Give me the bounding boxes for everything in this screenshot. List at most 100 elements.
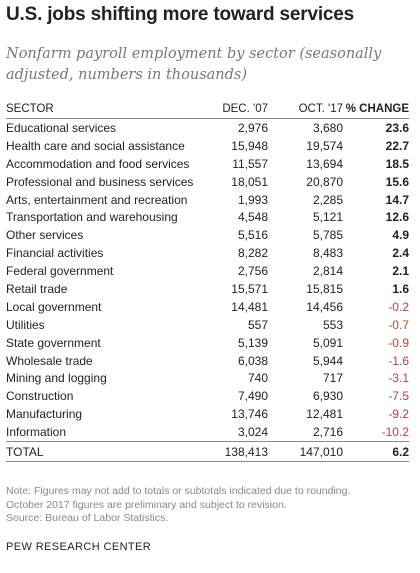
oct17-cell: 5,944 — [312, 353, 343, 368]
change-cell: 15.6 — [385, 174, 409, 189]
sector-cell: Federal government — [6, 264, 114, 279]
oct17-cell: 717 — [322, 371, 343, 386]
table-row: Federal government 2,756 2,814 2.1 — [6, 262, 409, 280]
oct17-cell: 12,481 — [306, 407, 343, 422]
dec07-cell: 6,038 — [237, 353, 268, 368]
dec07-cell: 2,756 — [237, 264, 268, 279]
oct17-cell: 2,285 — [312, 192, 343, 207]
change-cell: 2.1 — [392, 264, 409, 279]
sector-cell: Accommodation and food services — [6, 156, 190, 171]
sector-cell: Other services — [6, 228, 84, 243]
sector-cell: Educational services — [6, 120, 117, 135]
sector-cell: Arts, entertainment and recreation — [6, 192, 188, 207]
table-row: Wholesale trade 6,038 5,944 -1.6 — [6, 352, 409, 370]
chart-subtitle: Nonfarm payroll employment by sector (se… — [6, 46, 382, 83]
oct17-cell: 19,574 — [306, 138, 343, 153]
total-oct17-cell: 147,010 — [268, 441, 343, 463]
sector-cell: Manufacturing — [6, 407, 83, 422]
data-table: SECTOR DEC. '07 OCT. '17 % CHANGE Educat… — [6, 99, 409, 463]
table-row: Mining and logging 740 717 -3.1 — [6, 369, 409, 387]
sector-cell: Mining and logging — [6, 371, 107, 386]
total-change-cell: 6.2 — [343, 441, 409, 463]
change-cell: 4.9 — [392, 228, 409, 243]
dec07-cell: 5,139 — [237, 335, 268, 350]
table-row: Arts, entertainment and recreation 1,993 2… — [6, 191, 409, 209]
oct17-cell: 14,456 — [306, 299, 343, 314]
table-row: Construction 7,490 6,930 -7.5 — [6, 387, 409, 405]
sector-cell: Financial activities — [6, 246, 104, 261]
change-cell: 18.5 — [385, 156, 409, 171]
sector-cell: Retail trade — [6, 281, 68, 296]
dec07-cell: 14,481 — [231, 299, 268, 314]
dec07-cell: 2,976 — [237, 120, 268, 135]
sector-cell: Transportation and warehousing — [6, 210, 178, 225]
dec07-cell: 8,282 — [237, 246, 268, 261]
table-row: Local government 14,481 14,456 -0.2 — [6, 298, 409, 316]
dec07-cell: 557 — [247, 317, 268, 332]
change-cell: 1.6 — [392, 281, 409, 296]
header-row: SECTOR DEC. '07 OCT. '17 % CHANGE — [6, 99, 409, 119]
table-body: Educational services 2,976 3,680 23.6 Health… — [6, 119, 409, 463]
data-table-container: SECTOR DEC. '07 OCT. '17 % CHANGE Educat… — [6, 99, 409, 463]
change-cell: -9.2 — [388, 407, 409, 422]
table-row: Educational services 2,976 3,680 23.6 — [6, 119, 409, 137]
chart-title: U.S. jobs shifting more toward services — [6, 4, 355, 25]
change-cell: -0.2 — [388, 299, 409, 314]
sector-cell: Health care and social assistance — [6, 138, 185, 153]
dec07-cell: 13,746 — [231, 407, 268, 422]
oct17-cell: 2,716 — [312, 425, 343, 440]
oct17-cell: 5,121 — [312, 210, 343, 225]
oct17-cell: 8,483 — [312, 246, 343, 261]
oct17-cell: 5,785 — [312, 228, 343, 243]
table-header: SECTOR DEC. '07 OCT. '17 % CHANGE — [6, 99, 409, 119]
table-row: Other services 5,516 5,785 4.9 — [6, 226, 409, 244]
note-source: Source: Bureau of Labor Statistics. — [6, 512, 169, 524]
note-preliminary: October 2017 figures are preliminary and… — [6, 498, 287, 511]
table-row: Accommodation and food services 11,557 13,… — [6, 155, 409, 173]
column-header-change: % CHANGE — [343, 99, 409, 119]
change-cell: -0.7 — [388, 317, 409, 332]
brand-credit: PEW RESEARCH CENTER — [6, 541, 152, 553]
change-cell: -10.2 — [381, 425, 409, 440]
change-cell: 23.6 — [385, 120, 409, 135]
change-cell: -0.9 — [388, 335, 409, 350]
table-row: Retail trade 15,571 15,815 1.6 — [6, 280, 409, 298]
change-cell: 2.4 — [392, 246, 409, 261]
dec07-cell: 1,993 — [237, 192, 268, 207]
sector-cell: Utilities — [6, 317, 45, 332]
change-cell: 12.6 — [385, 210, 409, 225]
table-row: State government 5,139 5,091 -0.9 — [6, 334, 409, 352]
dec07-cell: 4,548 — [237, 210, 268, 225]
table-row: Financial activities 8,282 8,483 2.4 — [6, 244, 409, 262]
table-row: Health care and social assistance 15,948 1… — [6, 137, 409, 155]
column-header-sector: SECTOR — [6, 99, 197, 119]
oct17-cell: 13,694 — [306, 156, 343, 171]
change-cell: -1.6 — [388, 353, 409, 368]
sector-cell: State government — [6, 335, 101, 350]
dec07-cell: 18,051 — [231, 174, 268, 189]
oct17-cell: 20,870 — [306, 174, 343, 189]
sector-cell: Local government — [6, 299, 102, 314]
total-row: TOTAL 138,413 147,010 6.2 — [6, 441, 409, 463]
table-row: Manufacturing 13,746 12,481 -9.2 — [6, 405, 409, 423]
dec07-cell: 15,948 — [231, 138, 268, 153]
oct17-cell: 15,815 — [306, 281, 343, 296]
change-cell: -3.1 — [388, 371, 409, 386]
dec07-cell: 3,024 — [237, 425, 268, 440]
oct17-cell: 5,091 — [312, 335, 343, 350]
oct17-cell: 6,930 — [312, 389, 343, 404]
table-row: Transportation and warehousing 4,548 5,121… — [6, 208, 409, 226]
dec07-cell: 11,557 — [232, 156, 268, 171]
sector-cell: Construction — [6, 389, 74, 404]
table-row: Utilities 557 553 -0.7 — [6, 316, 409, 334]
column-header-oct17: OCT. '17 — [268, 99, 343, 119]
column-header-dec07: DEC. '07 — [197, 99, 268, 119]
oct17-cell: 2,814 — [312, 264, 343, 279]
dec07-cell: 15,571 — [231, 281, 268, 296]
oct17-cell: 3,680 — [312, 120, 343, 135]
table-row: Information 3,024 2,716 -10.2 — [6, 423, 409, 441]
sector-cell: Professional and business services — [6, 174, 194, 189]
total-label-cell: TOTAL — [6, 441, 197, 463]
total-dec07-cell: 138,413 — [197, 441, 268, 463]
